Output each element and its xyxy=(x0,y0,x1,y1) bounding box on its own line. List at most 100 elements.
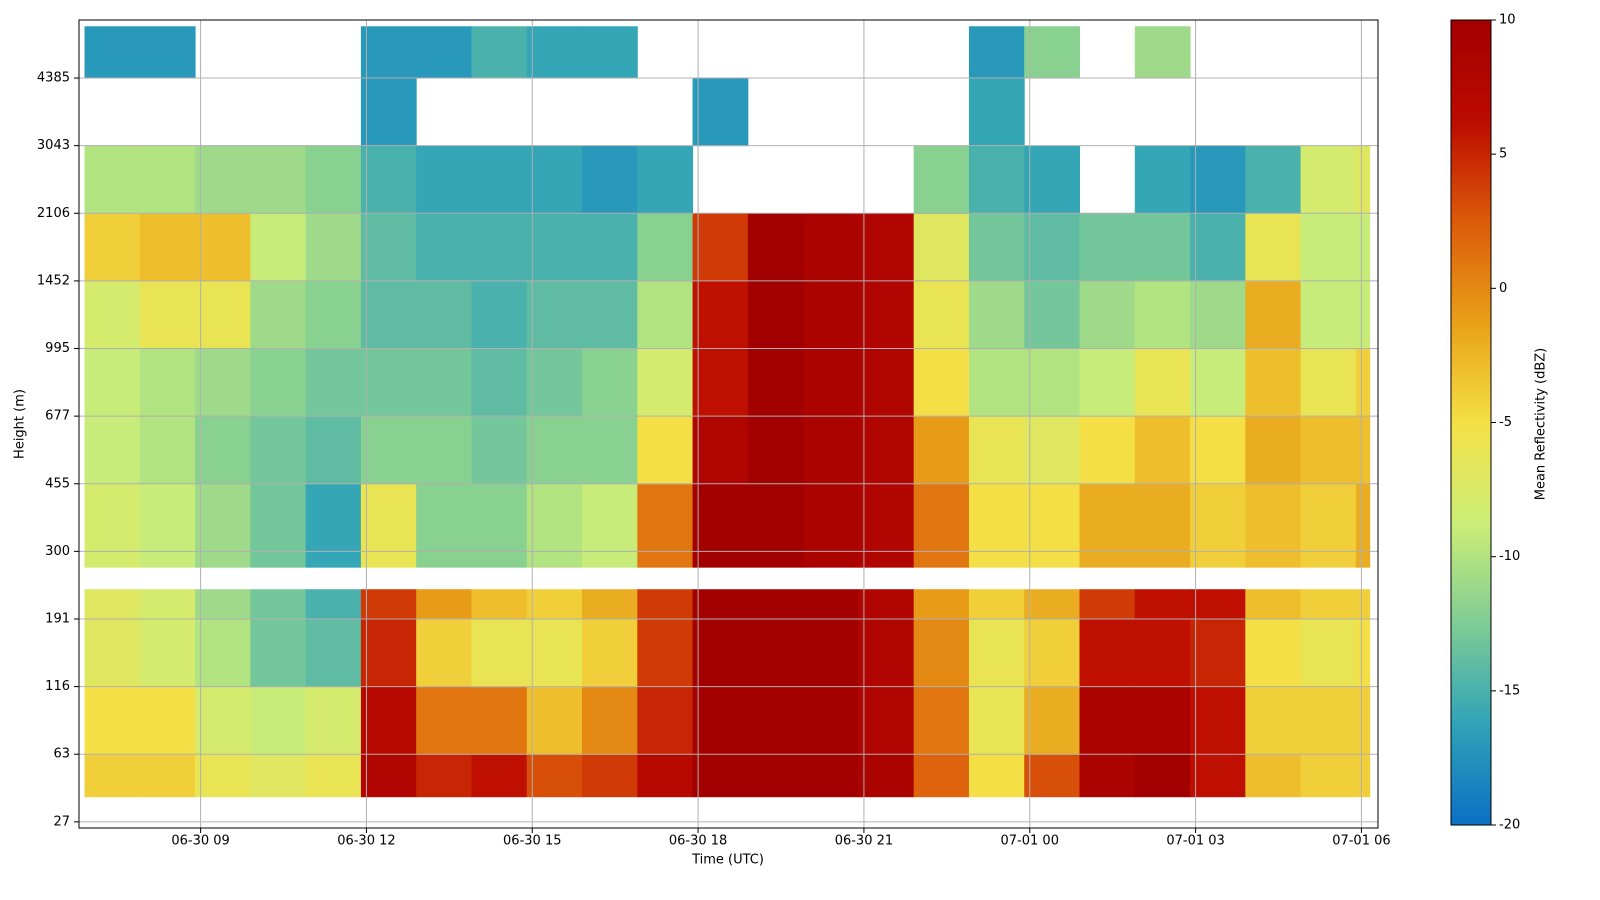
heatmap-cell xyxy=(637,618,694,688)
heatmap-cell xyxy=(858,280,915,350)
heatmap-cell xyxy=(526,483,583,568)
heatmap-cell xyxy=(968,348,1025,417)
heatmap-cell xyxy=(360,145,417,214)
heatmap-cell xyxy=(747,280,804,350)
heatmap-cell xyxy=(582,348,638,417)
heatmap-cell xyxy=(84,686,141,755)
heatmap-cell xyxy=(1300,213,1357,282)
heatmap-cell xyxy=(195,589,251,620)
heatmap-cell xyxy=(1134,483,1191,568)
y-tick-label: 2106 xyxy=(37,206,70,221)
heatmap-cell xyxy=(1245,145,1302,214)
y-tick-label: 3043 xyxy=(37,138,70,153)
heatmap-cell xyxy=(1190,483,1246,568)
heatmap-cell xyxy=(1245,280,1302,350)
heatmap-cell xyxy=(1024,26,1081,79)
heatmap-cell xyxy=(305,618,362,688)
heatmap-cell xyxy=(582,416,638,485)
heatmap-cell xyxy=(305,145,362,214)
heatmap-cell xyxy=(1079,280,1136,350)
heatmap-cell xyxy=(471,483,528,568)
heatmap-cell xyxy=(1190,213,1246,282)
heatmap-cell xyxy=(968,483,1025,568)
y-tick-label: 191 xyxy=(45,611,70,626)
heatmap-cell xyxy=(637,416,694,485)
heatmap xyxy=(84,26,1371,798)
heatmap-cell xyxy=(1245,483,1302,568)
heatmap-cell xyxy=(1024,618,1081,688)
heatmap-cell xyxy=(692,416,749,485)
heatmap-cell xyxy=(1245,416,1302,485)
heatmap-cell xyxy=(195,213,251,282)
heatmap-cell xyxy=(968,416,1025,485)
heatmap-cell xyxy=(1024,213,1081,282)
heatmap-cell xyxy=(250,280,307,350)
heatmap-cell xyxy=(195,483,251,568)
heatmap-cell xyxy=(139,754,196,798)
heatmap-cell xyxy=(1190,686,1246,755)
heatmap-cell xyxy=(84,589,141,620)
heatmap-cell xyxy=(1355,618,1371,688)
heatmap-cell xyxy=(139,213,196,282)
x-tick-label: 06-30 12 xyxy=(337,834,395,849)
heatmap-cell xyxy=(139,589,196,620)
heatmap-cell xyxy=(803,213,859,282)
x-tick-label: 06-30 18 xyxy=(669,834,727,849)
y-tick-label: 116 xyxy=(45,679,70,694)
heatmap-cell xyxy=(195,280,251,350)
y-tick-label: 4385 xyxy=(37,71,70,86)
heatmap-cell xyxy=(250,348,307,417)
heatmap-cell xyxy=(1079,686,1136,755)
heatmap-cell xyxy=(1355,280,1371,350)
heatmap-cell xyxy=(1024,589,1081,620)
heatmap-cell xyxy=(1079,483,1136,568)
heatmap-cell xyxy=(84,483,141,568)
heatmap-cell xyxy=(1190,754,1246,798)
heatmap-cell xyxy=(1355,145,1371,214)
x-tick-label: 06-30 09 xyxy=(171,834,229,849)
heatmap-cell xyxy=(1300,686,1357,755)
heatmap-cell xyxy=(1024,145,1081,214)
heatmap-cell xyxy=(416,348,472,417)
heatmap-cell xyxy=(416,618,472,688)
heatmap-cell xyxy=(1355,213,1371,282)
heatmap-cell xyxy=(1024,416,1081,485)
heatmap-cell xyxy=(692,213,749,282)
colorbar-tick-label: 0 xyxy=(1499,281,1507,296)
heatmap-cell xyxy=(1355,686,1371,755)
heatmap-cell xyxy=(360,213,417,282)
heatmap-cell xyxy=(526,416,583,485)
heatmap-cell xyxy=(1190,280,1246,350)
heatmap-cell xyxy=(471,686,528,755)
x-axis-label: Time (UTC) xyxy=(691,853,764,868)
heatmap-cell xyxy=(416,280,472,350)
heatmap-cell xyxy=(692,483,749,568)
heatmap-cell xyxy=(582,26,638,79)
heatmap-cell xyxy=(360,416,417,485)
heatmap-cell xyxy=(858,416,915,485)
heatmap-cell xyxy=(416,589,472,620)
heatmap-cell xyxy=(416,416,472,485)
heatmap-cell xyxy=(360,348,417,417)
heatmap-cell xyxy=(416,145,472,214)
heatmap-cell xyxy=(1024,280,1081,350)
heatmap-cell xyxy=(1134,416,1191,485)
heatmap-cell xyxy=(360,686,417,755)
y-tick-label: 1452 xyxy=(37,273,70,288)
heatmap-cell xyxy=(1245,213,1302,282)
heatmap-cell xyxy=(1190,589,1246,620)
heatmap-cell xyxy=(1134,280,1191,350)
heatmap-cell xyxy=(195,754,251,798)
heatmap-cell xyxy=(526,618,583,688)
heatmap-cell xyxy=(250,483,307,568)
heatmap-cell xyxy=(1190,618,1246,688)
heatmap-cell xyxy=(1300,754,1357,798)
heatmap-cell xyxy=(692,280,749,350)
heatmap-cell xyxy=(582,589,638,620)
heatmap-cell xyxy=(968,78,1025,147)
heatmap-cell xyxy=(803,280,859,350)
heatmap-cell xyxy=(1245,754,1302,798)
heatmap-cell xyxy=(250,686,307,755)
heatmap-cell xyxy=(250,618,307,688)
heatmap-cell xyxy=(84,280,141,350)
